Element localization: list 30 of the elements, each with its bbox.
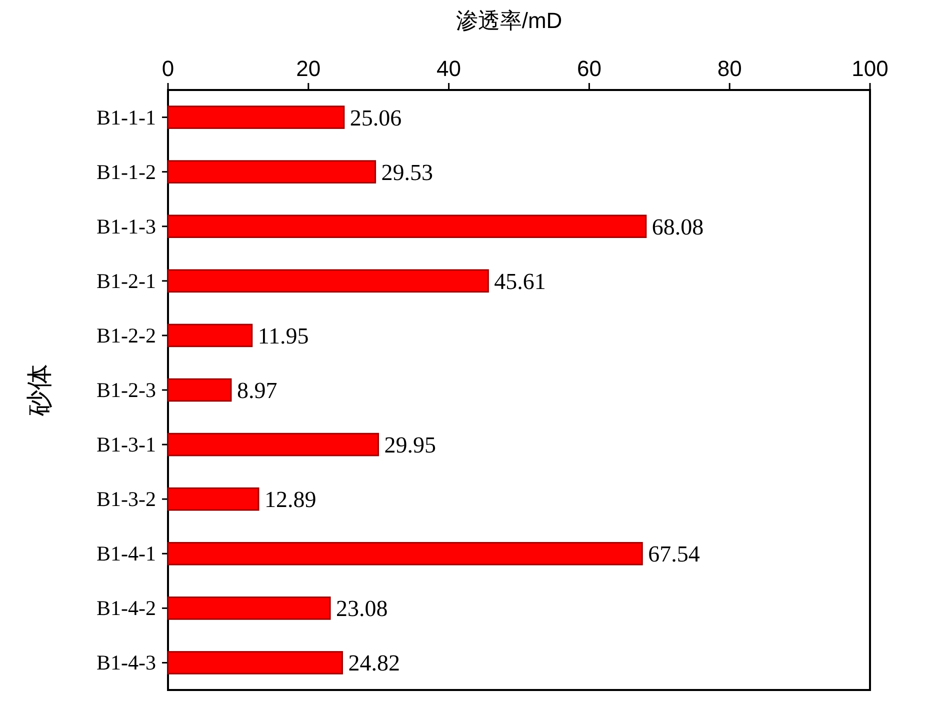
x-tick-label: 80 — [717, 56, 742, 81]
data-label: 67.54 — [648, 542, 700, 567]
data-label: 45.61 — [494, 268, 546, 294]
data-label: 24.82 — [348, 650, 400, 676]
y-tick-label: B1-2-2 — [96, 323, 156, 348]
data-label: 29.95 — [384, 432, 436, 458]
y-tick-label: B1-1-3 — [96, 214, 156, 238]
y-tick-label: B1-3-1 — [96, 432, 156, 457]
y-tick-label: B1-3-2 — [96, 487, 156, 512]
y-axis-title: 砂体 — [24, 364, 54, 417]
data-label: 29.53 — [381, 160, 434, 185]
data-label: 23.08 — [336, 596, 388, 622]
data-label: 68.08 — [652, 214, 704, 240]
data-label: 8.97 — [236, 378, 278, 403]
x-tick-label: 0 — [162, 56, 174, 81]
y-tick-label: B1-1-1 — [96, 105, 156, 130]
data-label: 11.95 — [258, 323, 309, 348]
x-tick-label: 20 — [296, 56, 321, 81]
y-tick-label: B1-2-1 — [96, 268, 156, 293]
y-tick-label: B1-4-1 — [96, 542, 156, 566]
data-label: 25.06 — [350, 105, 402, 130]
x-tick-label: 60 — [576, 56, 602, 81]
y-tick-label: B1-4-2 — [96, 596, 156, 620]
y-tick-label: B1-4-3 — [96, 650, 156, 675]
y-tick-label: B1-1-2 — [96, 160, 156, 184]
x-axis-title: 渗透率/mD — [456, 8, 562, 33]
data-label: 12.89 — [264, 487, 316, 512]
x-tick-label: 40 — [436, 56, 462, 81]
x-tick-label: 100 — [852, 56, 888, 81]
y-tick-label: B1-2-3 — [96, 378, 156, 402]
